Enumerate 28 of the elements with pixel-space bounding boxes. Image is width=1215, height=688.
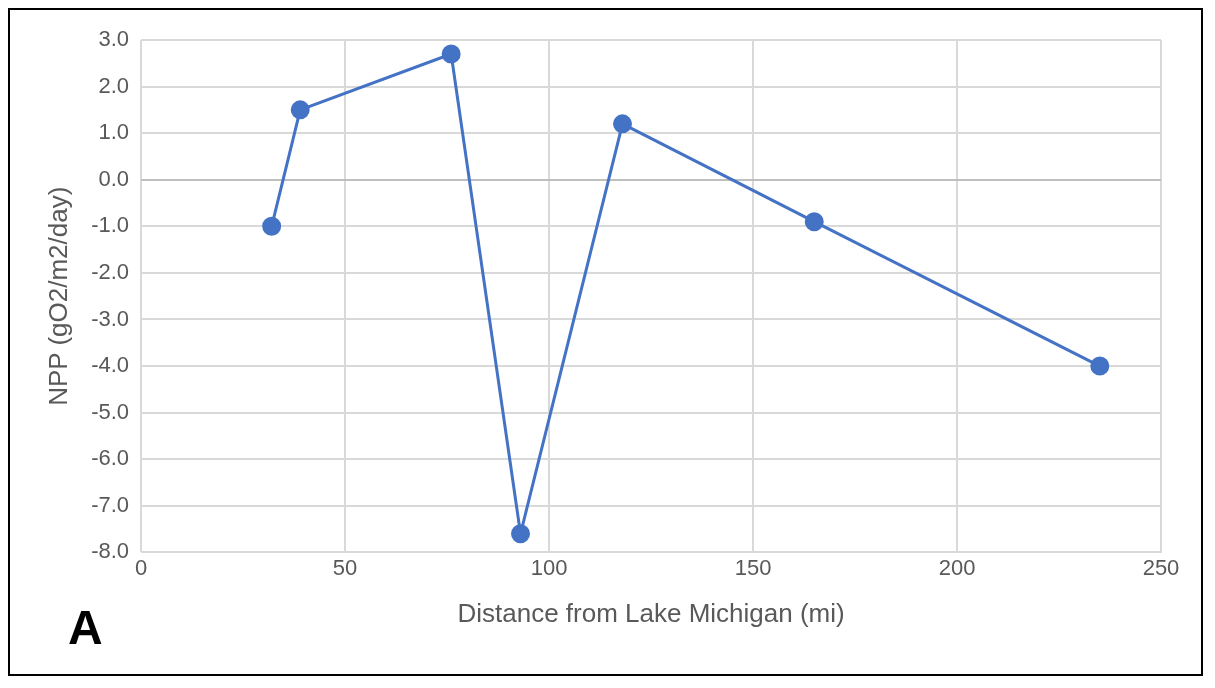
point: [1090, 356, 1110, 376]
y-tick-label: -4.0: [91, 352, 130, 378]
y-tick-label: -2.0: [91, 258, 130, 284]
text: A: [68, 601, 103, 655]
x-tick-label: 0: [134, 554, 148, 580]
point: [613, 114, 632, 134]
y-tick-label: -7.0: [91, 491, 130, 517]
y-tick-label: -6.0: [91, 445, 130, 471]
point: [262, 216, 282, 236]
y-axis-title: NPP (gO2/m2/day): [42, 186, 73, 406]
x-tick-label: 200: [938, 554, 976, 580]
y-tick-label: -5.0: [91, 398, 130, 424]
y-tick-label: 3.0: [98, 26, 130, 52]
x-tick-label: 250: [1142, 554, 1180, 580]
x-tick-label: 150: [734, 554, 772, 580]
point: [290, 100, 310, 120]
point: [804, 212, 824, 232]
x-tick-label: 50: [332, 554, 358, 580]
y-tick-label: 1.0: [98, 119, 130, 145]
y-tick-label: -1.0: [91, 212, 130, 238]
x-tick-label: 100: [530, 554, 568, 580]
y-tick-label: 0.0: [98, 165, 130, 191]
point: [441, 44, 461, 64]
x-axis-title: Distance from Lake Michigan (mi): [457, 597, 845, 628]
y-tick-label: -8.0: [91, 538, 130, 564]
y-tick-label: -3.0: [91, 305, 130, 331]
y-tick-label: 2.0: [98, 72, 130, 98]
point: [511, 524, 531, 544]
